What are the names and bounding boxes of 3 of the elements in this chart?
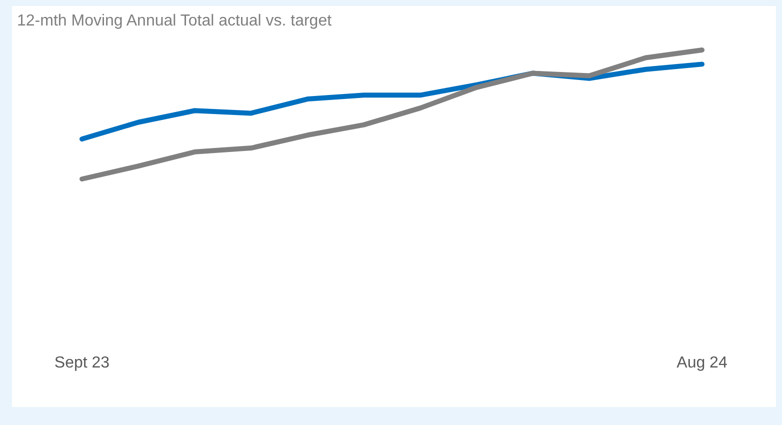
x-tick-label: Sept 23 xyxy=(54,354,110,372)
x-tick-label: Aug 24 xyxy=(676,354,728,372)
chart-title: 12-mth Moving Annual Total actual vs. target xyxy=(17,12,332,30)
